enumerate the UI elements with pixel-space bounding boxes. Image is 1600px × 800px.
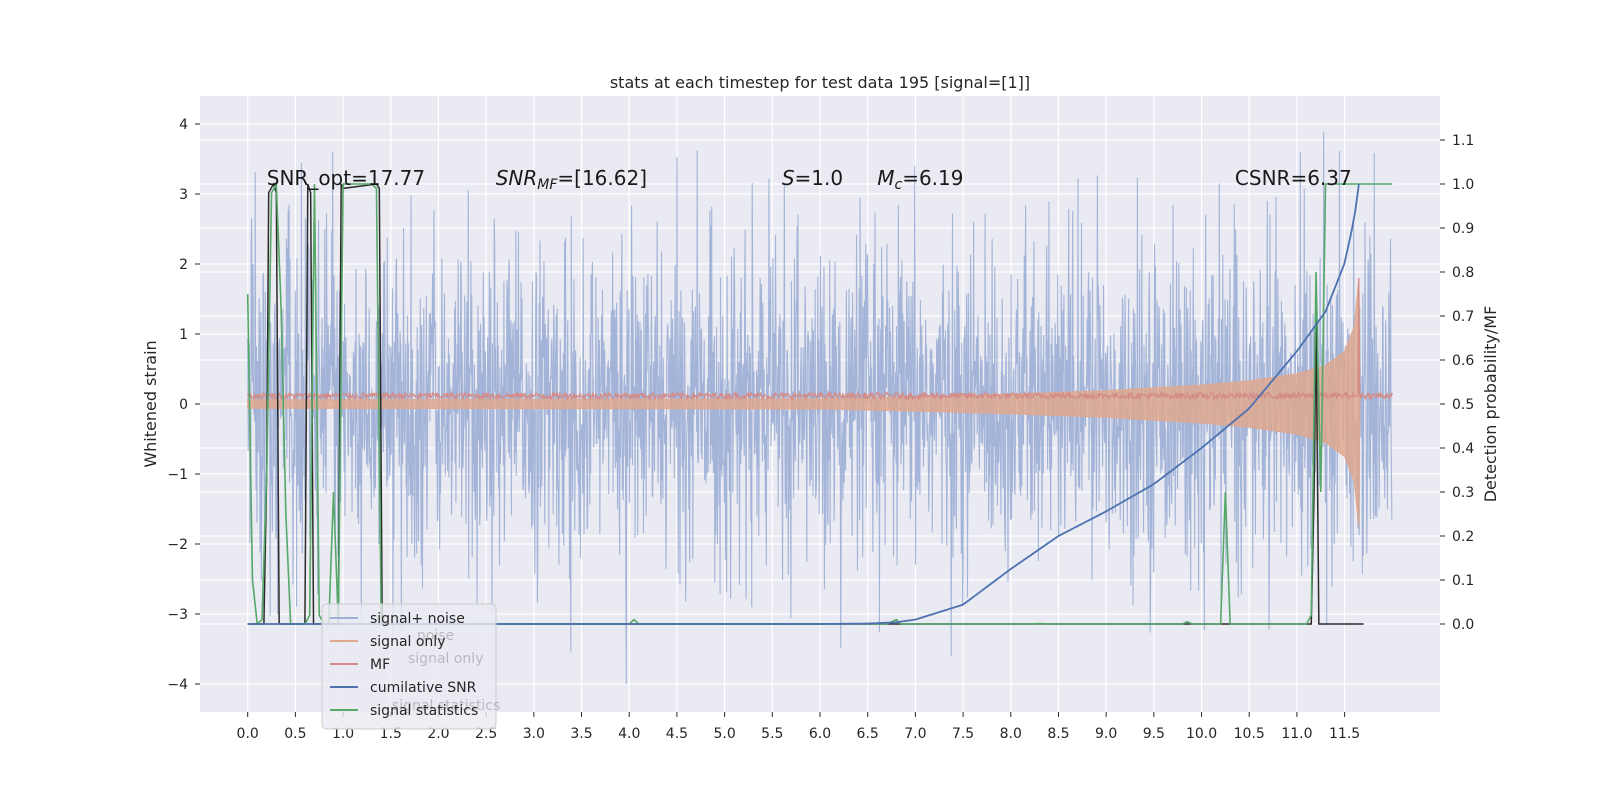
legend-ghost-text: noise	[417, 628, 454, 644]
y-tick-label: 3	[179, 187, 188, 203]
x-tick-label: 4.0	[618, 726, 640, 742]
x-tick-label: 5.5	[761, 726, 783, 742]
legend-entry: signal statistics	[370, 703, 478, 719]
y-right-tick-label: 1.0	[1452, 177, 1474, 193]
x-tick-label: 2.5	[475, 726, 497, 742]
x-tick-label: 5.0	[713, 726, 735, 742]
y-tick-label: −4	[167, 677, 188, 693]
x-tick-label: 9.0	[1095, 726, 1117, 742]
series-signal-only	[247, 277, 1361, 527]
legend-ghost-text: signal statistics	[392, 698, 500, 714]
y-ticks-right: 1.1 1.0 0.9 0.8 0.7 0.6 0.5 0.4 0.3 0.2 0.1 0.0	[1440, 133, 1474, 633]
x-tick-label: 10.5	[1234, 726, 1265, 742]
x-tick-label: 2.0	[427, 726, 449, 742]
series-signal-plus-noise	[247, 131, 1393, 685]
x-tick-label: 6.5	[857, 726, 879, 742]
x-tick-label: 8.5	[1047, 726, 1069, 742]
x-tick-label: 7.5	[952, 726, 974, 742]
x-tick-label: 0.5	[284, 726, 306, 742]
x-tick-label: 3.5	[570, 726, 592, 742]
series-detection-line	[247, 182, 1364, 625]
y-tick-label: −2	[167, 537, 188, 553]
y-axis-label-right: Detection probability/MF	[1481, 306, 1500, 503]
annotation-3: Mc=6.19	[877, 166, 963, 193]
chart-title: stats at each timestep for test data 195…	[610, 73, 1030, 92]
y-right-tick-label: 1.1	[1452, 133, 1474, 149]
x-tick-label: 11.5	[1329, 726, 1360, 742]
x-tick-label: 11.0	[1281, 726, 1312, 742]
legend-entry: signal+ noise	[370, 611, 465, 627]
y-tick-label: −3	[167, 607, 188, 623]
y-tick-label: 1	[179, 327, 188, 343]
y-right-tick-label: 0.5	[1452, 397, 1474, 413]
y-axis-label-left: Whitened strain	[141, 340, 160, 467]
x-tick-label: 7.0	[904, 726, 926, 742]
legend-entry: MF	[370, 657, 390, 673]
y-right-tick-label: 0.3	[1452, 485, 1474, 501]
y-right-tick-label: 0.1	[1452, 573, 1474, 589]
y-tick-label: 4	[179, 117, 188, 133]
y-ticks-left: 4 3 2 1 0 −1 −2 −3 −4	[167, 117, 200, 693]
x-tick-label: 0.0	[237, 726, 259, 742]
x-tick-label: 10.0	[1186, 726, 1217, 742]
x-tick-label: 6.0	[809, 726, 831, 742]
x-tick-label: 1.5	[380, 726, 402, 742]
y-right-tick-label: 0.7	[1452, 309, 1474, 325]
x-tick-label: 3.0	[523, 726, 545, 742]
series-mf	[247, 277, 1393, 402]
y-tick-label: 0	[179, 397, 188, 413]
annotations: SNR_opt=17.77 SNRMF=[16.62] S=1.0 Mc=6.19 CS…	[267, 166, 1352, 193]
annotation-2: S=1.0	[782, 166, 843, 190]
y-right-tick-label: 0.2	[1452, 529, 1474, 545]
y-right-tick-label: 0.4	[1452, 441, 1474, 457]
legend-entry: cumilative SNR	[370, 680, 477, 696]
annotation-4: CSNR=6.37	[1235, 166, 1352, 190]
y-tick-label: 2	[179, 257, 188, 273]
y-tick-label: −1	[167, 467, 188, 483]
annotation-1: SNRMF=[16.62]	[496, 166, 647, 193]
y-right-tick-label: 0.6	[1452, 353, 1474, 369]
legend-box	[321, 603, 497, 730]
x-tick-label: 1.0	[332, 726, 354, 742]
x-ticks: 0.0 0.5 1.0 1.5 2.0 2.5 3.0 3.5 4.0 4.5 5.0 5.5 6.0 6…	[237, 712, 1360, 742]
x-tick-label: 8.0	[1000, 726, 1022, 742]
y-right-tick-label: 0.0	[1452, 617, 1474, 633]
legend-ghost-text: signal only	[408, 651, 483, 667]
y-right-tick-label: 0.8	[1452, 265, 1474, 281]
x-tick-label: 4.5	[666, 726, 688, 742]
annotation-0: SNR_opt=17.77	[267, 166, 425, 190]
legend-entry: signal only	[370, 634, 445, 650]
y-right-tick-label: 0.9	[1452, 221, 1474, 237]
x-tick-label: 9.5	[1143, 726, 1165, 742]
